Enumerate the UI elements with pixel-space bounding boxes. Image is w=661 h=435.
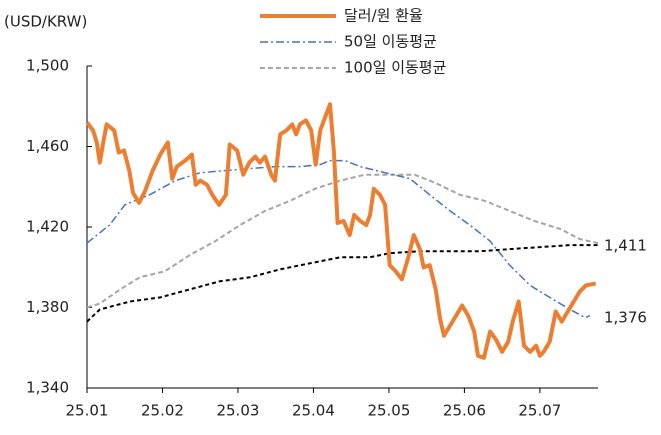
series-line [86, 173, 599, 309]
x-tick-label: 25.07 [518, 402, 561, 420]
annotation: 1,376 [604, 309, 647, 327]
y-tick-label: 1,340 [26, 379, 69, 397]
x-tick-label: 25.03 [216, 402, 259, 420]
y-tick-label: 1,500 [26, 57, 69, 75]
y-tick-label: 1,460 [26, 137, 69, 155]
y-axis-label: (USD/KRW) [4, 13, 87, 31]
legend-label: 달러/원 환율 [344, 7, 423, 25]
x-tick-label: 25.04 [292, 402, 335, 420]
y-tick-label: 1,420 [26, 218, 69, 236]
series-line [85, 102, 597, 360]
x-tick-label: 25.02 [141, 402, 184, 420]
x-tick-label: 25.05 [367, 402, 410, 420]
annotation: 1,411 [604, 237, 647, 255]
legend-label: 50일 이동평균 [344, 33, 437, 51]
series-line [86, 244, 598, 323]
series-line [86, 159, 591, 319]
legend-label: 100일 이동평균 [344, 59, 447, 77]
x-tick-label: 25.01 [66, 402, 109, 420]
x-tick-label: 25.06 [443, 402, 486, 420]
y-tick-label: 1,380 [26, 298, 69, 316]
